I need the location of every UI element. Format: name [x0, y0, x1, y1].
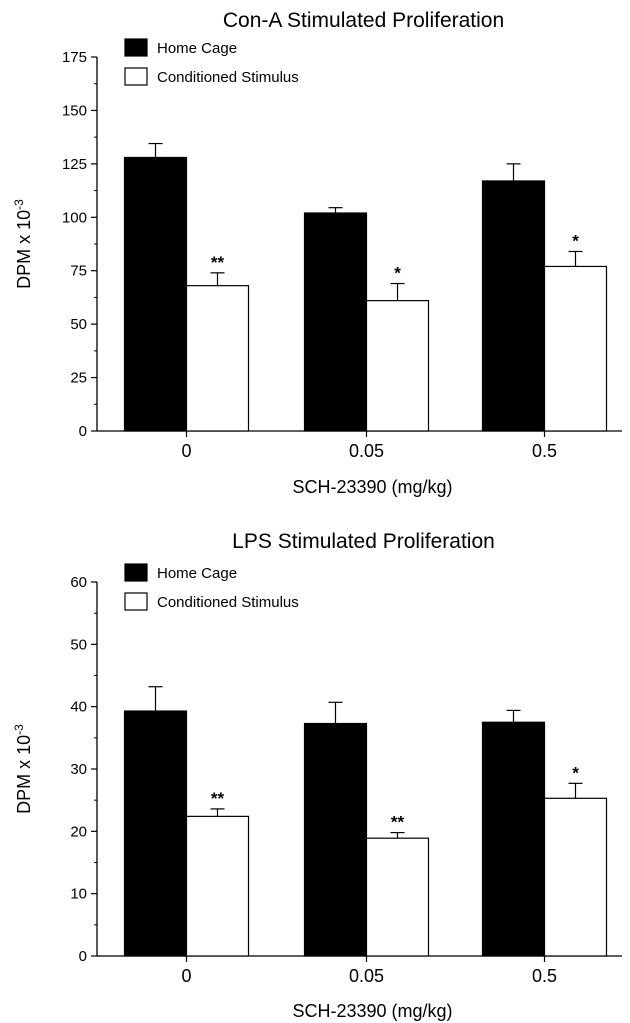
legend-swatch: [124, 592, 148, 611]
y-tick-label: 0: [79, 948, 87, 965]
y-tick-label: 50: [70, 636, 87, 653]
legend-label: Home Cage: [157, 565, 237, 582]
y-tick-label: 125: [62, 156, 87, 173]
y-axis-label-exponent: -3: [12, 199, 26, 210]
bar-home-cage: [123, 156, 188, 432]
significance-marker: *: [572, 231, 579, 250]
bar-conditioned-stimulus: [365, 837, 430, 957]
x-tick-label: 0.05: [349, 966, 384, 986]
legend-label: Conditioned Stimulus: [157, 69, 299, 86]
bar-home-cage: [481, 180, 546, 432]
significance-marker: *: [572, 763, 579, 782]
y-tick-label: 50: [70, 316, 87, 333]
x-tick-label: 0.5: [532, 441, 557, 461]
legend-swatch: [124, 67, 148, 86]
bar-home-cage: [303, 212, 368, 432]
x-axis-label: SCH-23390 (mg/kg): [292, 477, 452, 497]
y-tick-label: 20: [70, 823, 87, 840]
y-tick-label: 30: [70, 761, 87, 778]
chart-title: Con-A Stimulated Proliferation: [223, 9, 504, 32]
y-axis-label: DPM x 10-3: [12, 724, 34, 814]
y-tick-label: 25: [70, 370, 87, 387]
y-tick-label: 60: [70, 574, 87, 591]
significance-marker: **: [391, 813, 405, 832]
bar-conditioned-stimulus: [185, 815, 250, 957]
y-tick-label: 100: [62, 209, 87, 226]
legend-label: Conditioned Stimulus: [157, 594, 299, 611]
y-tick-label: 150: [62, 102, 87, 119]
significance-marker: **: [211, 789, 225, 808]
x-tick-label: 0.5: [532, 966, 557, 986]
x-tick-label: 0.05: [349, 441, 384, 461]
significance-marker: *: [394, 264, 401, 283]
y-tick-label: 10: [70, 886, 87, 903]
y-tick-label: 75: [70, 263, 87, 280]
x-axis-label: SCH-23390 (mg/kg): [292, 1001, 452, 1021]
y-tick-label: 175: [62, 49, 87, 66]
bar-conditioned-stimulus: [543, 797, 608, 957]
legend-swatch: [124, 563, 148, 582]
bar-home-cage: [303, 722, 368, 957]
y-axis-label-exponent: -3: [12, 724, 26, 735]
significance-marker: **: [211, 253, 225, 272]
chart-title: LPS Stimulated Proliferation: [232, 530, 495, 553]
legend-label: Home Cage: [157, 40, 237, 57]
bar-home-cage: [481, 721, 546, 957]
chart-panel-2: LPS Stimulated Proliferation 0 10 20 30 40 50 6…: [12, 530, 622, 1021]
bar-conditioned-stimulus: [365, 300, 430, 432]
y-axis-label-base: DPM x 10: [14, 735, 34, 814]
y-tick-label: 40: [70, 699, 87, 716]
y-tick-label: 0: [79, 423, 87, 440]
bar-conditioned-stimulus: [543, 265, 608, 432]
chart-panel-1: Con-A Stimulated Proliferation 0 25 50 75 100…: [12, 9, 622, 497]
y-axis-label: DPM x 10-3: [12, 199, 34, 289]
x-tick-label: 0: [181, 441, 191, 461]
bar-conditioned-stimulus: [185, 285, 250, 432]
x-tick-label: 0: [181, 966, 191, 986]
y-axis-label-base: DPM x 10: [14, 210, 34, 289]
legend-swatch: [124, 38, 148, 57]
bar-home-cage: [123, 710, 188, 957]
